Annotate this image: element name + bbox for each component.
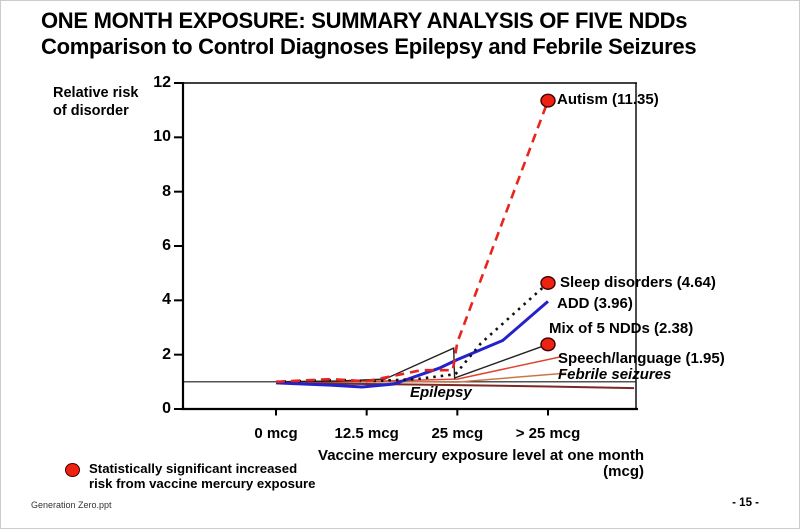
footer-page-number: - 15 - bbox=[732, 497, 759, 509]
series-label-mix: Mix of 5 NDDs (2.38) bbox=[549, 320, 694, 337]
y-axis-title: Relative risk of disorder bbox=[53, 85, 138, 120]
y-tick-label-12: 12 bbox=[153, 73, 171, 91]
significance-dot-icon bbox=[65, 463, 80, 477]
series-label-speech: Speech/language (1.95) bbox=[558, 350, 725, 367]
series-label-febrile: Febrile seizures bbox=[558, 366, 672, 383]
x-tick-label-0: 0 mcg bbox=[254, 425, 298, 442]
legend: Statistically significant increased risk… bbox=[89, 461, 316, 491]
footer-filename: Generation Zero.ppt bbox=[31, 500, 112, 510]
significant-marker-sleep bbox=[540, 275, 556, 290]
series-label-epilepsy: Epilepsy bbox=[410, 384, 472, 401]
series-line-epilepsy bbox=[275, 381, 635, 390]
slide-title: ONE MONTH EXPOSURE: SUMMARY ANALYSIS OF … bbox=[41, 8, 697, 60]
series-label-add: ADD (3.96) bbox=[557, 295, 633, 312]
series-line-add bbox=[275, 300, 549, 389]
legend-line1: Statistically significant increased bbox=[89, 461, 298, 476]
series-line-sleep bbox=[275, 281, 549, 384]
series-label-sleep: Sleep disorders (4.64) bbox=[560, 274, 716, 291]
series-label-autism: Autism (11.35) bbox=[557, 91, 659, 108]
x-axis-title-line2: (mcg) bbox=[603, 463, 644, 480]
y-tick-label-0: 0 bbox=[162, 400, 171, 417]
series-line-autism bbox=[275, 100, 550, 384]
y-tick-label-4: 4 bbox=[162, 291, 171, 309]
x-axis-title: Vaccine mercury exposure level at one mo… bbox=[318, 448, 644, 480]
y-tick-label-8: 8 bbox=[162, 182, 171, 200]
legend-line2: risk from vaccine mercury exposure bbox=[89, 475, 316, 491]
y-tick-label-10: 10 bbox=[153, 128, 171, 146]
significant-marker-mix bbox=[540, 337, 556, 352]
x-tick-label-2: 25 mcg bbox=[431, 425, 484, 442]
slide-title-line2: Comparison to Control Diagnoses Epilepsy… bbox=[41, 34, 697, 59]
y-axis-title-line2: of disorder bbox=[53, 102, 129, 119]
y-axis-title-line1: Relative risk bbox=[53, 85, 139, 101]
x-tick-label-1: 12.5 mcg bbox=[334, 425, 399, 442]
x-axis-title-line1: Vaccine mercury exposure level at one mo… bbox=[318, 447, 644, 464]
y-tick-label-2: 2 bbox=[162, 345, 171, 363]
significant-marker-autism bbox=[540, 93, 556, 108]
y-tick-label-6: 6 bbox=[162, 236, 171, 254]
x-tick-label-3: > 25 mcg bbox=[515, 425, 581, 442]
slide-title-line1: ONE MONTH EXPOSURE: SUMMARY ANALYSIS OF … bbox=[41, 8, 688, 33]
